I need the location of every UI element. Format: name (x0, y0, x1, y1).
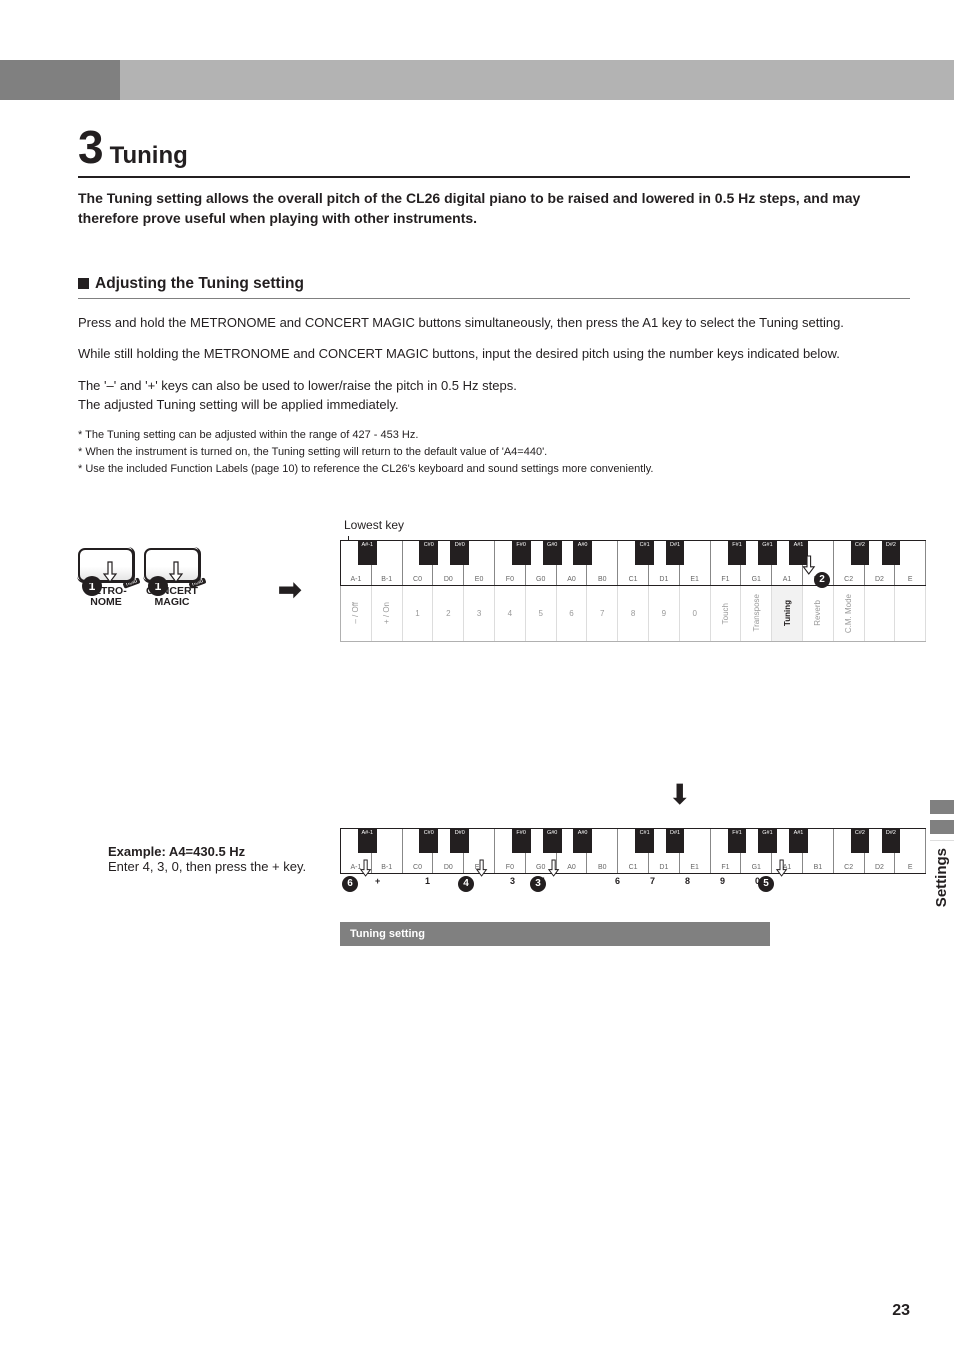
finger-icon (472, 858, 488, 878)
function-cell: Transpose (741, 586, 772, 641)
number-label: 3 (510, 876, 515, 886)
black-key: A#0 (573, 829, 592, 853)
callout-1a: 1 (82, 576, 102, 596)
paragraph-2: While still holding the METRONOME and CO… (78, 344, 910, 364)
number-label: 9 (720, 876, 725, 886)
black-key: F#0 (512, 829, 531, 853)
black-key: D#0 (450, 829, 469, 853)
finger-icon (772, 858, 788, 878)
tuning-setting-bar: Tuning setting (340, 922, 770, 946)
number-label: + (375, 876, 380, 886)
black-key: F#0 (512, 541, 531, 565)
sequence-callout: 4 (458, 876, 474, 892)
function-cell: C.M. Mode (834, 586, 865, 641)
number-label: 6 (615, 876, 620, 886)
black-key: G#0 (543, 829, 562, 853)
function-cell: + / On (372, 586, 403, 641)
note-3: * Use the included Function Labels (page… (78, 461, 910, 478)
white-key: B0 (587, 541, 618, 585)
keyboard-keys: A-1B-1C0D0E0F0G0A0B0C1D1E1F1G1A1B1C2D2E … (340, 540, 926, 586)
function-cell: Touch (711, 586, 742, 641)
black-key: C#1 (635, 829, 654, 853)
metronome-button: 1 hold (78, 548, 134, 582)
section-title: Tuning (110, 142, 188, 170)
intro-text: The Tuning setting allows the overall pi… (78, 188, 910, 229)
function-cell: Tuning (772, 586, 803, 641)
paragraph-1: Press and hold the METRONOME and CONCERT… (78, 313, 910, 333)
function-cell (865, 586, 896, 641)
black-key: A#-1 (358, 541, 377, 565)
button-illustration: 1 hold METRO-NOME 1 hold CONCERTMAGIC (78, 548, 258, 608)
black-key: G#0 (543, 541, 562, 565)
keyboard-keys-2: A-1B-1C0D0E0F0G0A0B0C1D1E1F1G1A1B1C2D2E … (340, 828, 926, 874)
sequence-callout: 5 (758, 876, 774, 892)
function-cell: 0 (680, 586, 711, 641)
number-label: 7 (650, 876, 655, 886)
black-key: C#0 (419, 541, 438, 565)
function-cell: 2 (433, 586, 464, 641)
function-cell (895, 586, 926, 641)
black-key: D#1 (666, 829, 685, 853)
callout-2: 2 (814, 572, 830, 588)
section-number: 3 (78, 120, 104, 174)
black-key: A#1 (789, 829, 808, 853)
header-bar (0, 60, 954, 100)
function-cell: 6 (557, 586, 588, 641)
paragraph-3: The '–' and '+' keys can also be used to… (78, 376, 910, 415)
black-key: F#1 (728, 829, 747, 853)
function-cell: 9 (649, 586, 680, 641)
sequence-callout: 6 (342, 876, 358, 892)
finger-icon (544, 858, 560, 878)
function-cell: 3 (464, 586, 495, 641)
finger-icon (356, 858, 372, 878)
diagram-area: 1 hold METRO-NOME 1 hold CONCERTMAGIC (78, 518, 910, 718)
finger-icon (798, 554, 816, 576)
sequence-callout: 3 (530, 876, 546, 892)
page-number: 23 (892, 1302, 910, 1320)
black-key: D#2 (882, 829, 901, 853)
section-heading: 3 Tuning (78, 120, 910, 178)
black-key: D#2 (882, 541, 901, 565)
black-key: C#2 (851, 541, 870, 565)
function-cell: 7 (587, 586, 618, 641)
example-text: Example: A4=430.5 Hz Enter 4, 3, 0, then… (108, 844, 306, 874)
number-label: 1 (425, 876, 430, 886)
black-key: G#1 (758, 829, 777, 853)
keyboard-diagram-1: Lowest key A-1B-1C0D0E0F0G0A0B0C1D1E1F1G… (340, 518, 926, 642)
finger-icon (98, 560, 118, 584)
function-cell: – / Off (341, 586, 372, 641)
keyboard-diagram-2: A-1B-1C0D0E0F0G0A0B0C1D1E1F1G1A1B1C2D2E … (340, 828, 926, 946)
subheading: Adjusting the Tuning setting (78, 275, 910, 299)
concert-magic-button: 1 hold (144, 548, 200, 582)
function-cell: Reverb (803, 586, 834, 641)
finger-icon (164, 560, 184, 584)
note-1: * The Tuning setting can be adjusted wit… (78, 427, 910, 444)
number-label: 8 (685, 876, 690, 886)
white-key: B0 (587, 829, 618, 873)
function-cell: 1 (403, 586, 434, 641)
lowest-key-label: Lowest key (344, 518, 926, 532)
function-cell: 4 (495, 586, 526, 641)
black-key: G#1 (758, 541, 777, 565)
arrow-down-icon: ⬇ (668, 778, 691, 811)
black-key: D#0 (450, 541, 469, 565)
black-key: C#0 (419, 829, 438, 853)
black-key: A#0 (573, 541, 592, 565)
arrow-right-icon: ➡ (278, 573, 301, 606)
number-labels: +13467890 (340, 874, 926, 892)
function-cell: 8 (618, 586, 649, 641)
black-key: A#-1 (358, 829, 377, 853)
black-key: F#1 (728, 541, 747, 565)
example-area: Example: A4=430.5 Hz Enter 4, 3, 0, then… (78, 828, 926, 988)
function-bar: – / Off+ / On1234567890TouchTransposeTun… (340, 586, 926, 642)
black-key: D#1 (666, 541, 685, 565)
header-bar-accent (0, 60, 120, 100)
side-tab-settings: Settings (929, 840, 954, 915)
function-cell: 5 (526, 586, 557, 641)
note-2: * When the instrument is turned on, the … (78, 444, 910, 461)
black-key: C#1 (635, 541, 654, 565)
callout-1b: 1 (148, 576, 168, 596)
black-key: C#2 (851, 829, 870, 853)
